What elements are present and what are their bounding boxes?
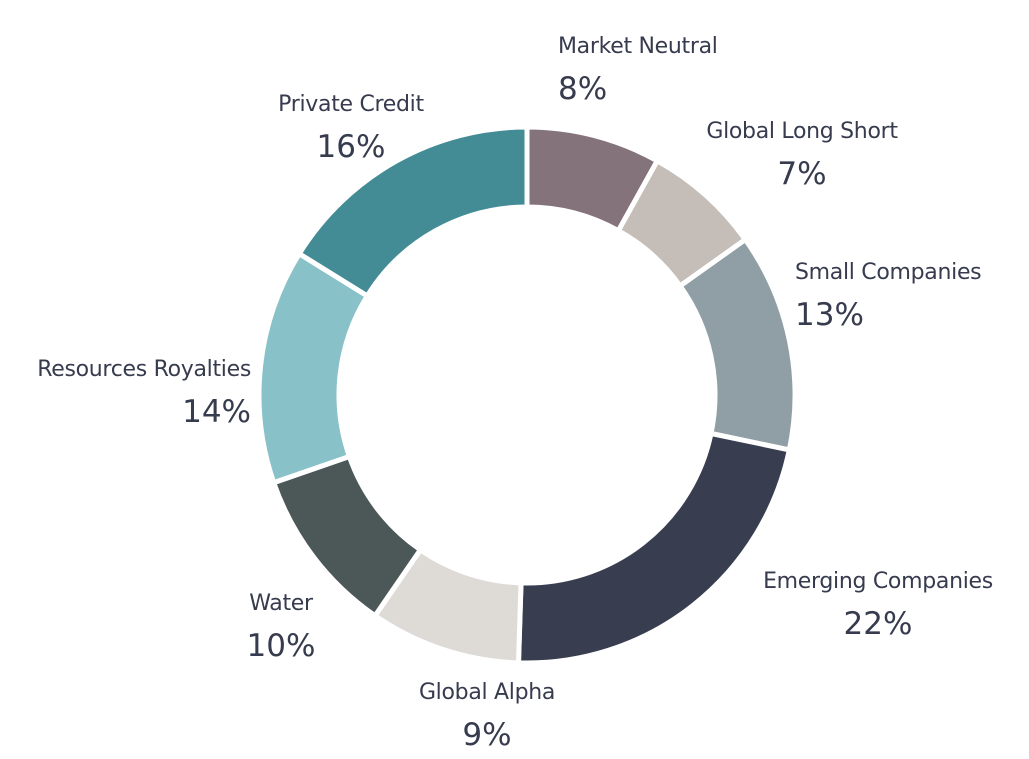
slice-small-companies: [676, 236, 798, 453]
slice-name: Global Long Short: [706, 119, 898, 144]
slice-name: Private Credit: [278, 92, 424, 117]
label-water: Water 10%: [247, 593, 316, 662]
slice-percent: 9%: [462, 717, 512, 753]
slice-percent: 7%: [777, 156, 827, 192]
slice-name: Water: [249, 591, 313, 616]
label-resources-royalties: Resources Royalties 14%: [37, 359, 251, 428]
slice-name: Global Alpha: [418, 680, 556, 705]
slice-percent: 14%: [182, 394, 251, 430]
slice-name: Emerging Companies: [763, 569, 993, 594]
slice-name: Resources Royalties: [37, 357, 251, 382]
label-market-neutral: Market Neutral 8%: [558, 36, 718, 105]
slice-percent: 16%: [316, 129, 386, 165]
slice-percent: 13%: [795, 297, 864, 333]
label-small-companies: Small Companies 13%: [795, 260, 982, 333]
slice-emerging-companies: [515, 430, 793, 666]
slice-name: Market Neutral: [558, 34, 718, 59]
label-global-long-short: Global Long Short 7%: [706, 119, 898, 192]
label-private-credit: Private Credit 16%: [278, 94, 424, 163]
slice-name: Small Companies: [795, 260, 982, 285]
slice-percent: 10%: [246, 628, 316, 664]
slice-private-credit: [295, 124, 530, 300]
slice-percent: 22%: [843, 606, 913, 642]
slice-percent: 8%: [558, 71, 608, 107]
label-emerging-companies: Emerging Companies 22%: [763, 571, 993, 640]
label-global-alpha: Global Alpha 9%: [419, 682, 555, 751]
